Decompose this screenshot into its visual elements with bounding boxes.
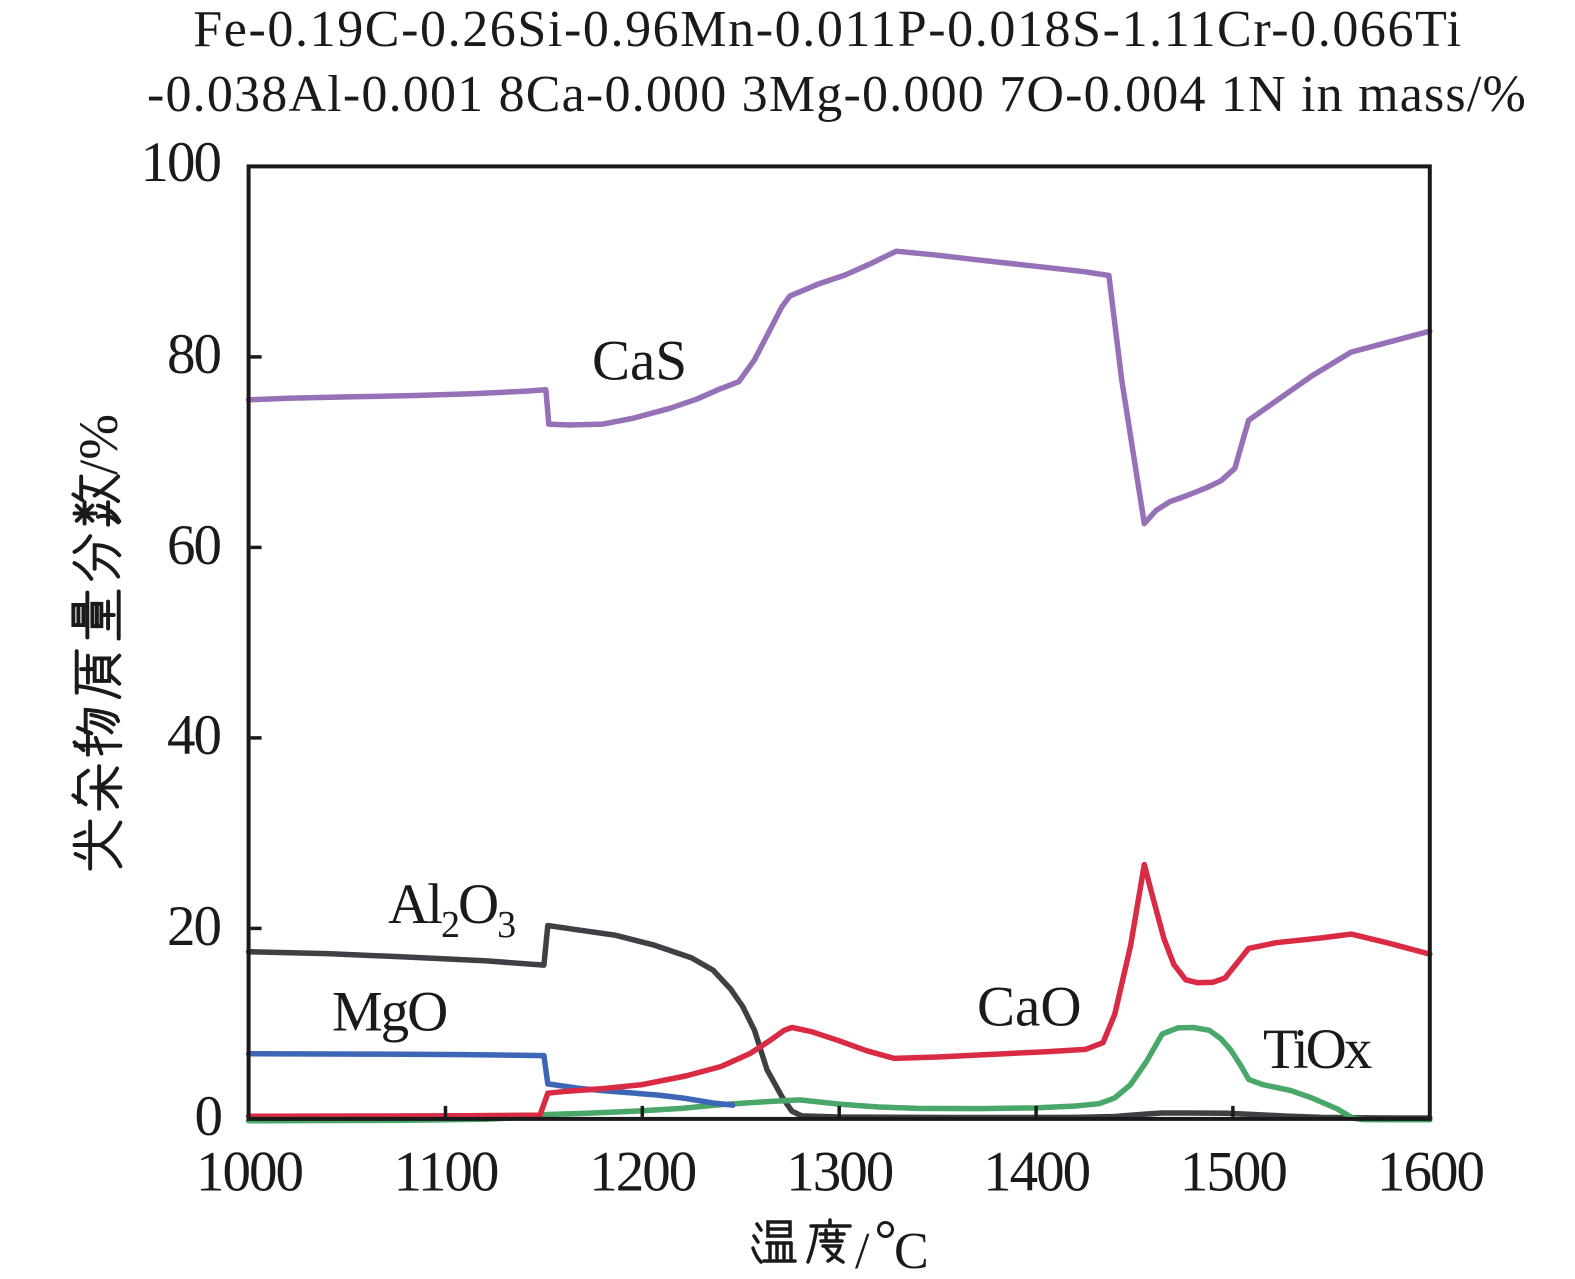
- svg-text:TiOx: TiOx: [1263, 1018, 1372, 1081]
- svg-text:Al2O3: Al2O3: [388, 873, 515, 946]
- svg-text:C: C: [894, 1223, 929, 1279]
- svg-text:CaO: CaO: [977, 976, 1081, 1039]
- svg-text:Fe-0.19C-0.26Si-0.96Mn-0.011P-: Fe-0.19C-0.26Si-0.96Mn-0.011P-0.018S-1.1…: [193, 1, 1462, 58]
- svg-text:1500: 1500: [1180, 1141, 1287, 1204]
- svg-text:40: 40: [167, 704, 221, 767]
- svg-text:0: 0: [195, 1085, 222, 1148]
- svg-text:1200: 1200: [589, 1141, 696, 1204]
- svg-text:1400: 1400: [983, 1141, 1090, 1204]
- svg-text:CaS: CaS: [592, 330, 687, 393]
- svg-text:/%: /%: [68, 414, 129, 475]
- svg-text:1300: 1300: [786, 1141, 893, 1204]
- svg-text:-0.038Al-0.001 8Ca-0.000 3Mg-0: -0.038Al-0.001 8Ca-0.000 3Mg-0.000 7O-0.…: [147, 66, 1527, 123]
- svg-text:1100: 1100: [394, 1141, 498, 1204]
- svg-text:1000: 1000: [196, 1141, 303, 1204]
- svg-text:80: 80: [167, 323, 221, 386]
- svg-text:100: 100: [141, 131, 221, 194]
- svg-text:/: /: [855, 1223, 870, 1279]
- svg-text:MgO: MgO: [332, 981, 446, 1044]
- svg-text:60: 60: [167, 514, 221, 577]
- svg-text:1600: 1600: [1377, 1141, 1484, 1204]
- svg-text:20: 20: [167, 895, 221, 958]
